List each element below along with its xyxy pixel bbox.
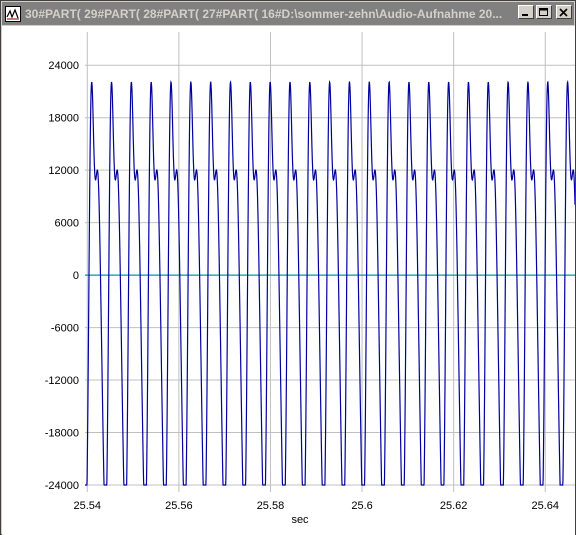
y-tick-label: 24000 <box>48 60 79 72</box>
window-title: 30#PART( 29#PART( 28#PART( 27#PART( 16#D… <box>25 6 503 21</box>
title-bar[interactable]: 30#PART( 29#PART( 28#PART( 27#PART( 16#D… <box>2 2 574 25</box>
y-tick-label: -6000 <box>51 323 79 335</box>
y-tick-label: -24000 <box>45 480 79 492</box>
y-tick-label: -18000 <box>45 428 79 440</box>
maximize-icon <box>539 8 548 16</box>
minimize-icon <box>522 14 528 16</box>
plot-panel[interactable]: 24000 18000 12000 6000 0 -6000 -12000 -18000 -24… <box>2 26 575 535</box>
maximize-button[interactable] <box>536 5 552 19</box>
minimize-button[interactable] <box>518 5 534 19</box>
close-icon <box>559 8 568 17</box>
y-tick-label: 12000 <box>48 165 79 177</box>
y-tick-label: -12000 <box>45 375 79 387</box>
y-tick-label: 18000 <box>48 113 79 125</box>
x-tick-label: 25.6 <box>351 500 372 512</box>
waveform-app-icon[interactable] <box>5 5 21 22</box>
x-tick-label: 25.62 <box>440 500 468 512</box>
x-axis-label: sec <box>291 514 309 526</box>
x-tick-label: 25.58 <box>257 500 285 512</box>
signal-line <box>85 79 575 486</box>
y-tick-label: 0 <box>73 270 79 282</box>
y-tick-label: 6000 <box>55 218 79 230</box>
x-tick-label: 25.54 <box>74 500 102 512</box>
x-tick-label: 25.64 <box>531 500 559 512</box>
close-button[interactable] <box>556 5 572 19</box>
x-tick-label: 25.56 <box>165 500 193 512</box>
waveform-chart[interactable]: 24000 18000 12000 6000 0 -6000 -12000 -18000 -24… <box>2 26 575 535</box>
